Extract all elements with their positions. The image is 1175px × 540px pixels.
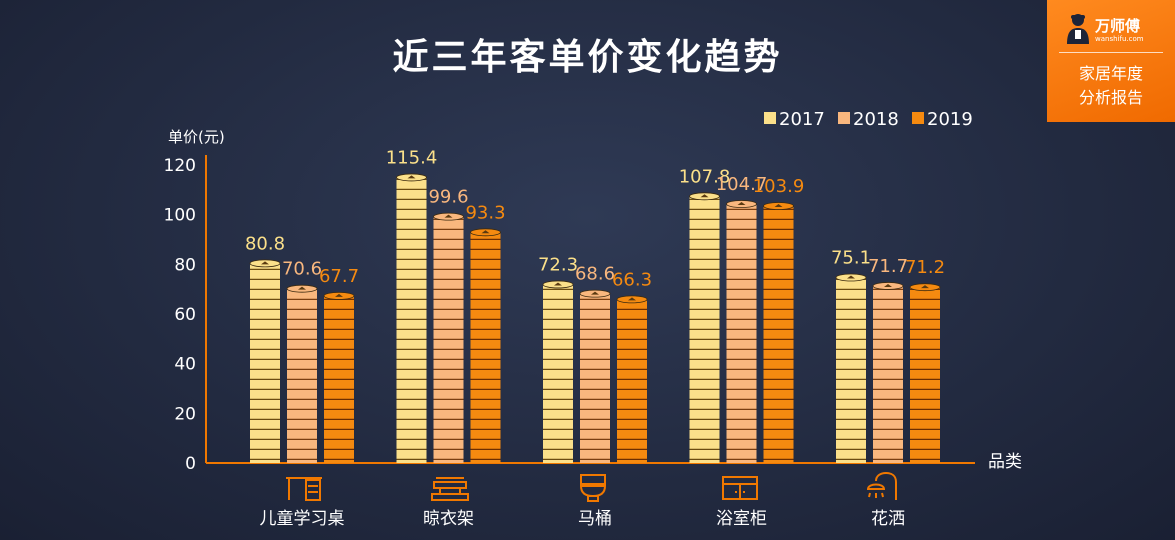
category-label: 晾衣架 (423, 509, 474, 529)
coin-mark-icon (554, 282, 562, 286)
legend-label: 2017 (779, 109, 825, 130)
coin-mark-icon (481, 230, 490, 234)
x-axis-label: 品类 (988, 452, 1022, 472)
data-label: 70.6 (282, 259, 322, 280)
cabinet-icon (722, 476, 758, 500)
data-label: 68.6 (575, 264, 615, 285)
y-tick-label: 120 (164, 156, 196, 176)
data-label: 115.4 (386, 147, 438, 168)
y-tick-label: 0 (185, 454, 196, 474)
brand-subtitle-line2: 分析报告 (1078, 88, 1143, 107)
shower-icon (866, 471, 897, 500)
data-label: 103.9 (753, 176, 805, 197)
data-label: 67.7 (319, 266, 359, 287)
legend-swatch-2018 (838, 112, 850, 124)
data-label: 71.7 (868, 256, 908, 277)
category-labels: 儿童学习桌 晾衣架 马桶 浴室柜 花洒 (260, 509, 906, 529)
bar-2017-0 (250, 262, 280, 463)
legend-swatch-2019 (912, 112, 924, 124)
coin-mark-icon (407, 175, 416, 179)
category-label: 儿童学习桌 (260, 509, 345, 529)
category-label: 浴室柜 (716, 509, 767, 529)
coin-mark-icon (737, 201, 746, 205)
y-tick-label: 100 (164, 206, 196, 226)
legend-label: 2018 (853, 109, 899, 130)
legend-label: 2019 (927, 109, 973, 130)
bar-2018-2 (580, 292, 610, 463)
coin-mark-icon (628, 297, 636, 301)
toilet-icon (579, 474, 607, 502)
data-label: 93.3 (465, 202, 505, 223)
coin-mark-icon (884, 283, 892, 287)
coin-mark-icon (847, 275, 855, 279)
y-tick-label: 60 (174, 305, 196, 325)
worker-logo-icon (1067, 14, 1089, 44)
y-tick-label: 40 (174, 355, 196, 375)
y-tick-label: 20 (174, 404, 196, 424)
bar-2018-1 (433, 215, 464, 463)
data-label: 80.8 (245, 233, 285, 254)
data-label: 71.2 (905, 257, 945, 278)
coin-mark-icon (591, 291, 599, 295)
bar-2017-4 (836, 276, 866, 463)
bars-group (249, 173, 941, 463)
legend-swatch-2017 (764, 112, 776, 124)
coin-mark-icon (298, 286, 306, 290)
coin-mark-icon (444, 214, 453, 218)
brand-name: 万师傅 (1095, 17, 1141, 35)
data-label: 66.3 (612, 269, 652, 290)
coin-mark-icon (261, 261, 269, 265)
desk-icon (286, 477, 322, 501)
data-label: 75.1 (831, 248, 871, 269)
bar-2018-0 (287, 287, 317, 463)
bar-2019-1 (470, 231, 501, 463)
coin-mark-icon (700, 194, 709, 198)
y-tick-label: 80 (174, 255, 196, 275)
y-ticks: 0 20 40 60 80 100 120 (164, 156, 196, 474)
bar-2019-2 (617, 298, 647, 463)
y-axis-label: 单价(元) (168, 128, 225, 146)
data-label: 107.8 (679, 166, 731, 187)
bar-2017-3 (689, 195, 720, 463)
coin-mark-icon (335, 293, 343, 297)
brand-divider (1059, 52, 1163, 53)
chart-title: 近三年客单价变化趋势 (392, 37, 783, 78)
bar-2019-0 (324, 294, 354, 463)
data-label: 104.7 (716, 174, 768, 195)
bar-2017-2 (543, 283, 573, 463)
data-labels: 80.8 70.667.7 115.4 99.693.3 72.368.666.3 107… (245, 147, 945, 290)
bar-2019-4 (910, 286, 940, 463)
category-label: 花洒 (871, 509, 905, 529)
data-label: 72.3 (538, 254, 578, 275)
bar-2019-3 (763, 204, 794, 463)
coin-mark-icon (921, 285, 929, 289)
data-label: 99.6 (428, 187, 468, 208)
coin-mark-icon (774, 203, 783, 207)
bar-2018-4 (873, 284, 903, 463)
brand-badge: 万师傅 wanshifu.com 家居年度 分析报告 (1047, 0, 1175, 122)
brand-url: wanshifu.com (1095, 35, 1144, 43)
clothes-rack-icon (431, 477, 469, 501)
bar-2018-3 (726, 202, 757, 463)
legend: 2017 2018 2019 (764, 109, 973, 130)
category-label: 马桶 (578, 509, 612, 529)
bar-2017-1 (396, 176, 427, 463)
brand-subtitle-line1: 家居年度 (1078, 64, 1143, 83)
